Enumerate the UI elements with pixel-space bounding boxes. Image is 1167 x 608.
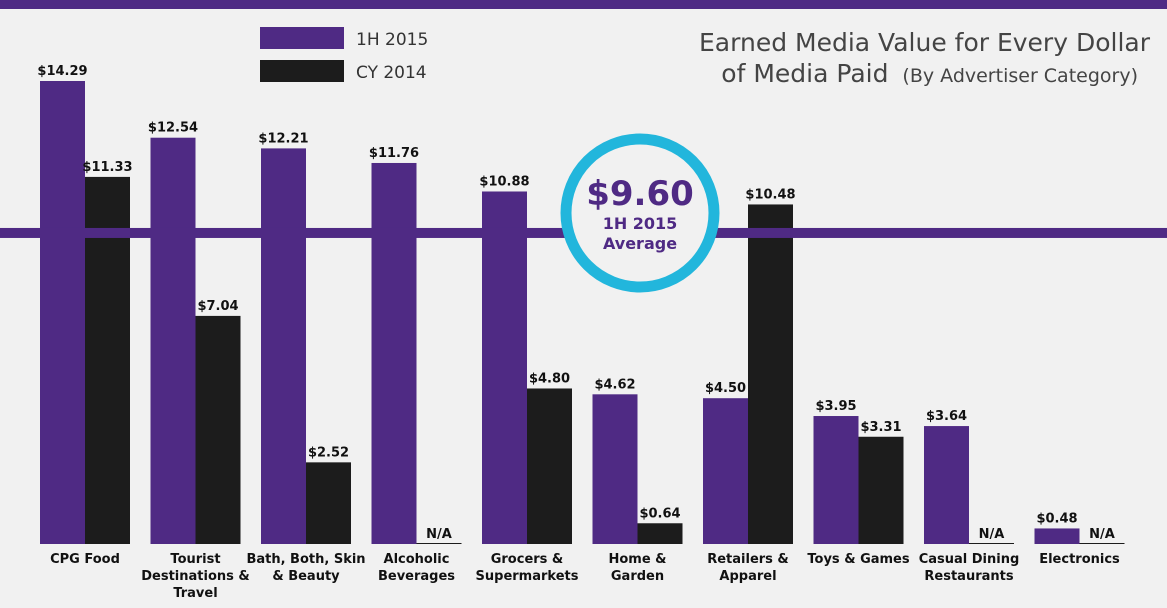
value-label-1h-2015-1: $12.54 (148, 121, 198, 136)
category-label-7-line-0: Toys & Games (807, 552, 909, 567)
bar-1h-2015-2 (261, 148, 306, 544)
category-label-2-line-0: Bath, Both, Skin (246, 552, 365, 567)
legend-swatch-1h-2015 (260, 27, 344, 49)
value-label-1h-2015-5: $4.62 (594, 377, 635, 392)
value-label-cy-2014-0: $11.33 (82, 160, 132, 175)
bar-1h-2015-3 (371, 162, 417, 544)
category-label-4-line-0: Grocers & (491, 552, 564, 567)
bar-cy-2014-7 (858, 436, 904, 544)
category-label-1-line-1: Destinations & (141, 569, 250, 584)
category-label-8: Casual Dining Restaurants (919, 552, 1020, 584)
bar-1h-2015-6 (703, 398, 748, 544)
value-label-cy-2014-8: N/A (979, 527, 1005, 542)
value-label-1h-2015-6: $4.50 (705, 381, 746, 396)
value-label-cy-2014-9: N/A (1089, 527, 1115, 542)
category-label-1-line-2: Travel (173, 586, 217, 601)
chart-title-suffix: (By Advertiser Category) (902, 65, 1138, 87)
category-label-5: Home & Garden (608, 552, 666, 584)
bar-1h-2015-0 (40, 81, 85, 544)
legend-label-1h-2015: 1H 2015 (356, 30, 428, 50)
bar-1h-2015-7 (813, 416, 859, 544)
category-label-3-line-1: Beverages (378, 569, 455, 584)
value-label-1h-2015-2: $12.21 (258, 131, 308, 146)
bars-layer: $14.29 $11.33 CPG Food $12.54 $7.04 Tourist De… (37, 64, 1125, 601)
chart-title-line1: Earned Media Value for Every Dollar (699, 28, 1151, 57)
bar-1h-2015-8 (924, 426, 969, 544)
bar-1h-2015-4 (482, 191, 527, 544)
category-label-3: Alcoholic Beverages (378, 552, 455, 584)
chart-title-line2-main: of Media Paid (721, 59, 888, 88)
top-border (0, 0, 1167, 9)
value-label-cy-2014-5: $0.64 (639, 506, 680, 521)
category-label-6-line-0: Retailers & (707, 552, 789, 567)
category-label-1-line-0: Tourist (170, 552, 220, 567)
value-label-cy-2014-2: $2.52 (308, 445, 349, 460)
value-label-1h-2015-8: $3.64 (926, 409, 967, 424)
bar-1h-2015-1 (150, 137, 196, 545)
average-label-line1: 1H 2015 (603, 214, 678, 233)
chart-title-line2: of Media Paid (By Advertiser Category) (721, 59, 1138, 88)
bar-cy-2014-5 (637, 523, 683, 544)
average-badge-background (566, 139, 714, 287)
category-label-9-line-0: Electronics (1039, 552, 1120, 567)
value-label-cy-2014-4: $4.80 (529, 371, 570, 386)
value-label-1h-2015-3: $11.76 (369, 146, 419, 161)
legend-label-cy-2014: CY 2014 (356, 63, 427, 83)
average-label-line2: Average (603, 234, 677, 253)
value-label-1h-2015-7: $3.95 (815, 399, 856, 414)
bar-1h-2015-9 (1034, 528, 1080, 544)
bar-cy-2014-0 (85, 176, 130, 544)
value-label-1h-2015-9: $0.48 (1036, 511, 1077, 526)
value-label-cy-2014-1: $7.04 (197, 299, 238, 314)
category-label-4-line-1: Supermarkets (476, 569, 579, 584)
category-label-6: Retailers & Apparel (707, 552, 789, 584)
category-label-8-line-1: Restaurants (924, 569, 1013, 584)
category-label-3-line-0: Alcoholic (384, 552, 450, 567)
value-label-1h-2015-4: $10.88 (479, 174, 529, 189)
legend-swatch-cy-2014 (260, 60, 344, 82)
average-value: $9.60 (586, 174, 694, 214)
value-label-cy-2014-6: $10.48 (745, 187, 795, 202)
category-label-6-line-1: Apparel (719, 569, 776, 584)
category-label-4: Grocers & Supermarkets (476, 552, 579, 584)
category-label-0-line-0: CPG Food (50, 552, 120, 567)
category-label-9: Electronics (1039, 552, 1120, 567)
category-label-7: Toys & Games (807, 552, 909, 567)
average-badge: $9.60 1H 2015 Average (560, 133, 720, 293)
chart-title: Earned Media Value for Every Dollar of M… (699, 28, 1151, 88)
bar-cy-2014-2 (306, 462, 351, 544)
value-label-cy-2014-3: N/A (426, 527, 452, 542)
average-badge-ring (560, 133, 720, 293)
bar-cy-2014-6 (748, 204, 793, 544)
category-label-5-line-0: Home & (608, 552, 666, 567)
category-label-2: Bath, Both, Skin & Beauty (246, 552, 365, 584)
value-label-1h-2015-0: $14.29 (37, 64, 87, 79)
bar-cy-2014-1 (195, 315, 241, 544)
category-label-2-line-1: & Beauty (272, 569, 340, 584)
legend: 1H 2015 CY 2014 (260, 27, 428, 83)
category-label-8-line-0: Casual Dining (919, 552, 1020, 567)
category-label-1: Tourist Destinations & Travel (141, 552, 250, 601)
category-label-0: CPG Food (50, 552, 120, 567)
bar-cy-2014-4 (527, 388, 572, 544)
value-label-cy-2014-7: $3.31 (860, 420, 901, 435)
bar-1h-2015-5 (592, 394, 638, 544)
category-label-5-line-1: Garden (611, 569, 664, 584)
